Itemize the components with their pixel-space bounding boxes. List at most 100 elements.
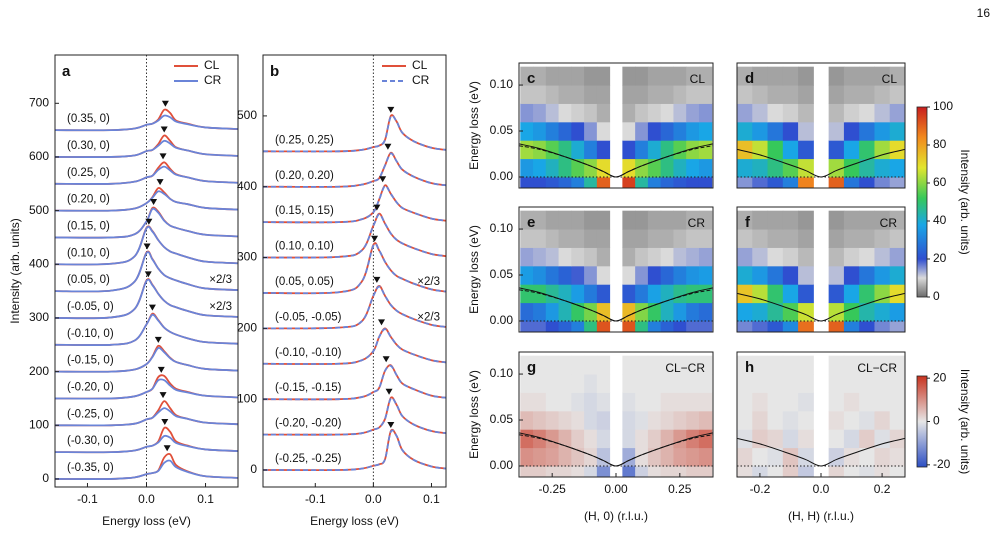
heatmap-cell <box>828 176 845 188</box>
heatmap-cell <box>558 302 572 322</box>
heatmap-cell <box>635 302 649 322</box>
heatmap-cell <box>520 410 534 430</box>
heatmap-cell <box>889 103 905 123</box>
heatmap-cell <box>798 265 814 285</box>
heatmap-cell <box>647 210 662 230</box>
heatmap-cell <box>673 429 687 449</box>
heatmap-cell <box>782 374 799 393</box>
heatmap-cell <box>533 302 547 322</box>
heatmap-cell <box>558 429 572 449</box>
legend-label: CL <box>204 58 220 72</box>
heatmap-cell <box>571 465 585 477</box>
heatmap-cell <box>571 176 585 188</box>
panel-tag: CR <box>688 216 706 230</box>
heatmap-cell <box>520 121 534 141</box>
heatmap-cell <box>859 140 875 160</box>
heatmap-cell <box>686 176 700 188</box>
spectrum-line <box>262 152 447 188</box>
heatmap-cell <box>596 284 611 304</box>
heatmap-cell <box>647 355 662 375</box>
heatmap-cell <box>660 374 674 393</box>
heatmap-cell <box>584 392 598 412</box>
y-tick-label: 600 <box>29 149 49 163</box>
heatmap-cell <box>798 284 814 304</box>
heatmap-cell <box>660 85 674 104</box>
heatmap-cell <box>843 320 860 332</box>
heatmap-cell <box>752 447 769 467</box>
heatmap-cell <box>660 121 674 141</box>
heatmap-cell <box>635 140 649 160</box>
peak-marker <box>161 418 169 425</box>
panel-letter: d <box>745 70 754 87</box>
heatmap-cell <box>520 158 534 178</box>
spectrum-label: (0.20, 0.20) <box>275 170 334 182</box>
heatmap-cell <box>673 320 687 332</box>
heatmap-cell <box>660 210 674 230</box>
heatmap-cell <box>520 140 534 160</box>
heatmap-cell <box>660 355 674 375</box>
heatmap-cell <box>782 447 799 467</box>
heatmap-cell <box>635 121 649 141</box>
heatmap-cell <box>571 66 585 86</box>
heatmap-cell <box>673 302 687 322</box>
y-tick-label: 0.05 <box>490 267 514 281</box>
heatmap-cell <box>798 85 814 104</box>
heatmap-cell <box>698 320 713 332</box>
heatmap-cell <box>874 210 891 230</box>
heatmap-cell <box>859 176 875 188</box>
heatmap-cell <box>660 140 674 160</box>
heatmap-cell <box>635 410 649 430</box>
heatmap-cell <box>874 302 891 322</box>
heatmap-cell <box>843 265 860 285</box>
heatmap-cell <box>596 210 611 230</box>
panel-letter: g <box>527 359 536 376</box>
panel-tag: CL <box>882 72 898 86</box>
heatmap-cell <box>859 465 875 477</box>
heatmap-cell <box>874 158 891 178</box>
y-tick-label: 200 <box>237 321 257 335</box>
spectrum-label: (-0.25, 0) <box>67 408 114 420</box>
scale-note: ×2/3 <box>417 311 440 323</box>
heatmap-cell <box>622 247 636 267</box>
heatmap-cell <box>737 176 753 188</box>
heatmap-cell <box>767 66 784 86</box>
heatmap-cell <box>533 121 547 141</box>
peak-marker <box>163 445 171 452</box>
heatmap-cell <box>558 392 572 412</box>
heatmap-cell <box>635 103 649 123</box>
colorbar-label: Intensity (arb. units) <box>958 369 972 474</box>
heatmap-cell <box>889 355 905 375</box>
heatmap-cell <box>798 140 814 160</box>
spectrum-label: (0.05, 0) <box>67 274 110 286</box>
heatmap-cell <box>558 210 572 230</box>
heatmap-cell <box>545 66 560 86</box>
heatmap-cell <box>828 284 845 304</box>
heatmap-cell <box>647 140 662 160</box>
plot-frame <box>262 54 447 488</box>
heatmap-cell <box>584 229 598 248</box>
heatmap-cell <box>843 158 860 178</box>
heatmap-cell <box>584 66 598 86</box>
heatmap-cell <box>843 121 860 141</box>
peak-marker <box>382 356 390 363</box>
heatmap-cell <box>767 429 784 449</box>
heatmap-cell <box>673 229 687 248</box>
heatmap-cell <box>622 85 636 104</box>
heatmap-cell <box>622 140 636 160</box>
heatmap-cell <box>571 265 585 285</box>
heatmap-cell <box>782 247 799 267</box>
heatmap-cell <box>558 121 572 141</box>
heatmap-cell <box>782 320 799 332</box>
heatmap-cell <box>782 392 799 412</box>
spectrum-label: (-0.10, 0) <box>67 328 114 340</box>
spectrum-label: (-0.05, -0.05) <box>275 311 342 323</box>
heatmap-cell <box>698 121 713 141</box>
heatmap-cell <box>596 140 611 160</box>
heatmap-cell <box>828 210 845 230</box>
heatmap-cell <box>874 355 891 375</box>
x-tick-label: 0.0 <box>813 482 830 496</box>
heatmap-cell <box>798 210 814 230</box>
heatmap-cell <box>571 140 585 160</box>
y-tick-label: 100 <box>29 417 49 431</box>
spectrum-line <box>262 364 447 401</box>
